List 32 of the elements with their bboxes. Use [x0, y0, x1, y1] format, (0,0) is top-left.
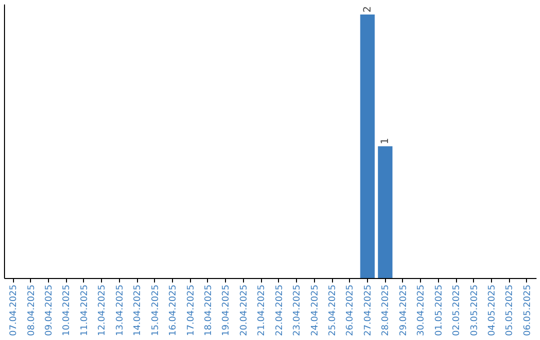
x-tick-label: 12.04.2025 — [98, 284, 108, 336]
x-tick-label: 05.05.2025 — [505, 284, 516, 336]
x-tick-label: 09.04.2025 — [44, 284, 54, 336]
x-tick-label: 20.04.2025 — [239, 284, 250, 336]
x-tick-label: 22.04.2025 — [274, 284, 285, 336]
x-tick-label: 14.04.2025 — [133, 284, 144, 336]
x-tick-label: 10.04.2025 — [62, 284, 72, 336]
x-tick-label: 25.04.2025 — [328, 284, 338, 336]
x-tick-label: 30.04.2025 — [416, 284, 427, 336]
x-tick-label: 17.04.2025 — [186, 284, 196, 336]
x-tick-label: 23.04.2025 — [292, 284, 303, 336]
x-tick-label: 15.04.2025 — [150, 284, 161, 336]
x-tick-label: 04.05.2025 — [488, 284, 498, 336]
x-tick-label: 01.05.2025 — [434, 284, 444, 336]
x-tick-label: 24.04.2025 — [310, 284, 320, 336]
data-label: 1 — [380, 138, 392, 144]
x-tick-label: 28.04.2025 — [381, 284, 392, 336]
x-tick-label: 08.04.2025 — [26, 284, 37, 336]
x-tick-label: 02.05.2025 — [452, 284, 462, 336]
x-tick-label: 06.05.2025 — [522, 284, 533, 336]
x-tick-label: 21.04.2025 — [257, 284, 268, 336]
x-tick-label: 11.04.2025 — [80, 284, 90, 336]
x-tick-label: 29.04.2025 — [398, 284, 409, 336]
data-label: 2 — [362, 6, 374, 13]
x-tick-label: 18.04.2025 — [204, 284, 214, 336]
x-tick-label: 07.04.2025 — [9, 284, 20, 336]
x-tick-label: 26.04.2025 — [346, 284, 356, 336]
x-tick-label: 13.04.2025 — [115, 284, 126, 336]
x-tick-label: 27.04.2025 — [363, 284, 374, 336]
x-tick-label: 19.04.2025 — [222, 284, 232, 336]
x-tick-label: 03.05.2025 — [470, 284, 480, 336]
x-tick-label: 16.04.2025 — [168, 284, 179, 336]
